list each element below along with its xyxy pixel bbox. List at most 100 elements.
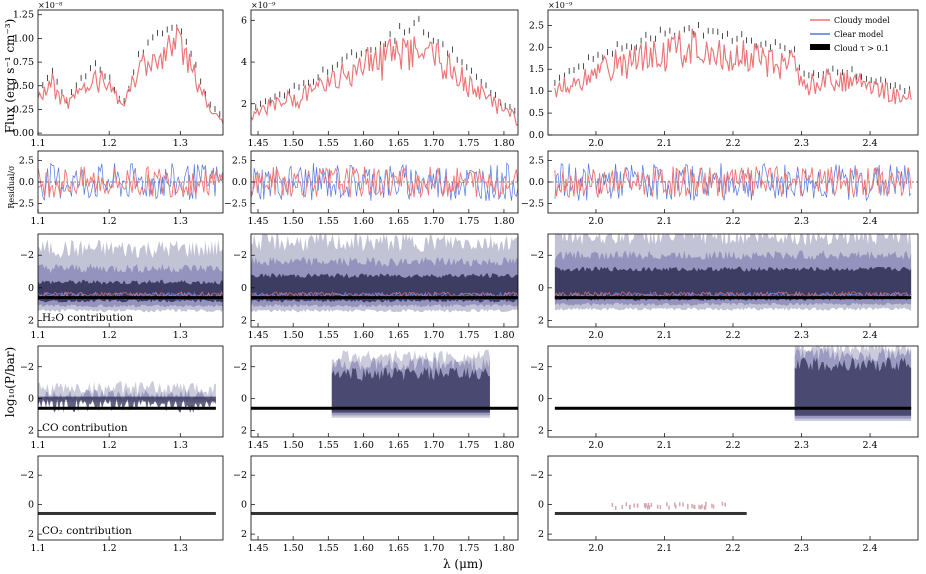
x-tick-label: 1.1 (30, 138, 45, 149)
x-tick-label: 2.2 (725, 440, 740, 451)
x-tick-label: 1.50 (283, 138, 304, 149)
y-scale-label: ×10⁻⁹ (548, 1, 573, 10)
y-tick-label: 0.5 (529, 108, 544, 119)
x-tick-label: 1.75 (458, 138, 479, 149)
series-cloudy-residual (554, 165, 912, 199)
series-cloudy-model (251, 36, 518, 126)
cloudy-contribution-line (251, 291, 518, 298)
x-tick-label: 1.60 (353, 138, 374, 149)
y-tick-label: −2.5 (11, 199, 34, 210)
x-tick-label: 1.80 (493, 440, 514, 451)
y-tick-label: 0.00 (13, 128, 34, 139)
co2-speck (711, 503, 713, 508)
plot-area (38, 239, 223, 313)
x-tick-label: 1.70 (423, 330, 444, 341)
y-tick-label: −2 (233, 250, 247, 261)
y-tick-label: 0 (28, 394, 34, 405)
panel-frame (250, 345, 519, 438)
co2-speck (675, 504, 677, 509)
co2-speck (633, 503, 635, 508)
co2-speck (674, 502, 676, 507)
panel-frame (250, 455, 519, 541)
x-tick-label: 1.2 (102, 330, 117, 341)
series-clear-residual (38, 162, 223, 201)
y-tick-label: −2 (530, 470, 544, 481)
co-band-0-2 (331, 367, 490, 413)
y-tick-label: 2 (538, 426, 544, 437)
x-tick-label: 1.80 (493, 543, 514, 554)
cloudy-contribution-line (38, 290, 223, 298)
x-tick-label: 1.3 (173, 138, 188, 149)
y-tick-label: 0.0 (232, 177, 247, 188)
x-tick-label: 1.65 (388, 440, 409, 451)
co2-speck (621, 504, 624, 509)
plot-area (38, 511, 216, 515)
y-tick-label: 0.0 (19, 177, 34, 188)
co2-speck (643, 503, 646, 508)
y-tick-label: 2.5 (232, 155, 247, 166)
series-cloudy-model (38, 25, 223, 124)
panel-co-1: CO contribution 1.1 1.2 1.3 −2 0 2 (20, 345, 224, 451)
panel-h2o-2: 1.45 1.50 1.55 1.60 1.65 1.70 1.75 1.80 −2 0 2 (233, 233, 519, 341)
panel-co2-3: 2.0 2.1 2.2 2.3 2.4 −2 0 2 (530, 455, 919, 554)
x-tick-label: 2.1 (657, 330, 672, 341)
series-cloudy-residual (38, 165, 223, 198)
panel-h2o-1: H₂O contribution 1.1 1.2 1.3 −2 0 2 (20, 233, 224, 341)
x-tick-label: 1.1 (30, 543, 45, 554)
panel-frame (250, 233, 519, 328)
x-tick-label: 1.45 (247, 440, 268, 451)
y-tick-label: 4 (241, 57, 247, 68)
cloud-layer (554, 511, 747, 515)
resid-ylabel: Residual/σ (7, 165, 16, 209)
plot-area (554, 501, 747, 515)
x-tick-label: 1.3 (173, 216, 188, 227)
plot-area (554, 346, 912, 421)
y-tick-label: 6 (241, 15, 247, 26)
co-band-0-1 (38, 389, 216, 404)
x-tick-label: 1.70 (423, 440, 444, 451)
co2-speck (721, 501, 724, 506)
y-tick-label: −2 (233, 362, 247, 373)
cloud-layer (251, 511, 518, 515)
panel-resid-1: 1.1 1.2 1.3 −2.5 0.0 2.5 (11, 150, 224, 227)
x-tick-label: 1.60 (353, 216, 374, 227)
x-tick-label: 1.80 (493, 138, 514, 149)
panels-group: ×10⁻⁸1.1 1.2 1.30.000.250.500.751.001.25×1… (11, 1, 919, 554)
y-tick-label: 0 (28, 500, 34, 511)
flux-ylabel: Flux (erg s⁻¹ cm⁻³) (3, 19, 17, 134)
y-tick-label: 0 (241, 283, 247, 294)
x-tick-label: 1.65 (388, 216, 409, 227)
co2-speck (614, 505, 617, 510)
panel-frame (250, 9, 519, 136)
panel-resid-3: 2.0 2.1 2.2 2.3 2.4 −2.5 0.0 2.5 (521, 150, 919, 227)
x-tick-label: 1.75 (458, 543, 479, 554)
y-tick-label: 2.5 (19, 155, 34, 166)
panel-co2-1: CO₂ contribution 1.1 1.2 1.3 −2 0 2 (20, 455, 224, 554)
co2-speck (691, 503, 693, 508)
y-tick-label: 2 (538, 315, 544, 326)
y-tick-label: 0 (241, 394, 247, 405)
co-band-0-2 (38, 396, 216, 413)
x-tick-label: 1.75 (458, 330, 479, 341)
y-tick-label: −2 (530, 362, 544, 373)
panel-co-2: 1.45 1.50 1.55 1.60 1.65 1.70 1.75 1.80 −2 0 2 (233, 345, 519, 451)
y-tick-label: 0.75 (13, 57, 34, 68)
y-tick-label: 2 (28, 426, 34, 437)
x-tick-label: 1.45 (247, 543, 268, 554)
co2-speck (693, 504, 695, 509)
y-tick-label: 0.25 (13, 104, 34, 115)
plot-area (548, 162, 918, 202)
x-tick-label: 1.3 (173, 440, 188, 451)
y-tick-label: 0 (241, 500, 247, 511)
y-tick-label: 0 (538, 394, 544, 405)
x-tick-label: 1.45 (247, 330, 268, 341)
panel-frame (37, 233, 224, 328)
co2-speck (701, 504, 703, 509)
co2-speck (656, 504, 659, 509)
panel-annotation: CO₂ contribution (42, 525, 132, 537)
contribution-band-2 (554, 266, 912, 301)
x-tick-label: 1.50 (283, 543, 304, 554)
co2-speck (647, 502, 650, 507)
x-tick-label: 2.4 (862, 216, 877, 227)
